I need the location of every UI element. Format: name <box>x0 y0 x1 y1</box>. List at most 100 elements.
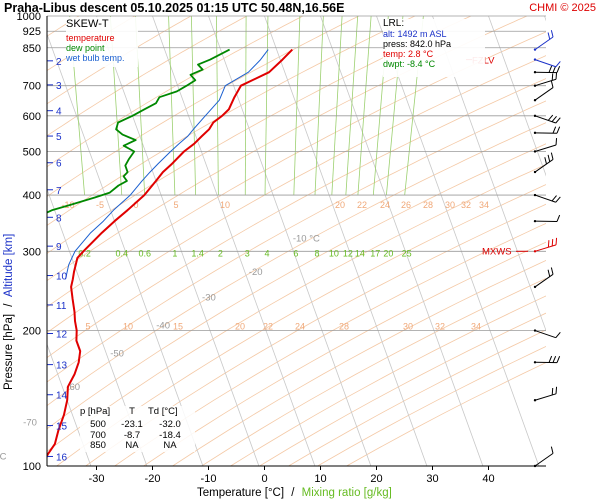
wind-barb <box>533 72 558 87</box>
mixing-ratio-label: 1.4 <box>191 249 204 259</box>
dry-adiabat-line <box>346 362 546 466</box>
mixing-ratio-line <box>168 16 176 196</box>
wind-barb <box>533 214 561 223</box>
table-header-td: Td [°C] <box>148 406 178 417</box>
mixing-ratio-line <box>357 16 372 196</box>
table-row: 850 NA NA <box>80 440 195 452</box>
legend-title: SKEW-T <box>66 18 109 30</box>
pressure-tick-label: 700 <box>23 81 41 93</box>
x-tick-label: -10 <box>201 473 217 485</box>
adiabat-label-mid: 32 <box>461 200 471 210</box>
pressure-tick-label: 100 <box>23 461 41 473</box>
wind-barb <box>533 267 554 289</box>
chart-title: Praha-Libus descent 05.10.2025 01:15 UTC… <box>4 1 344 15</box>
adiabat-label-mid: 0 <box>133 200 138 210</box>
x-tick-label: 40 <box>482 473 494 485</box>
altitude-axis-label: Altitude [km] <box>3 234 15 297</box>
isotherm-line <box>208 16 372 466</box>
isotherm-label: -50 <box>110 348 124 359</box>
isotherm-line <box>432 16 546 332</box>
altitude-tick-label: 9 <box>56 242 62 253</box>
dry-adiabat-line <box>230 295 546 466</box>
mixing-ratio-label: 8 <box>314 249 319 259</box>
wetbulb-profile <box>65 49 269 280</box>
dry-adiabat-line <box>85 203 546 466</box>
mixing-ratio-label: 4 <box>265 249 270 259</box>
mixing-ratio-label: 0.4 <box>116 249 129 259</box>
lrl-info-box: LRL: alt: 1492 m ASL press: 842.0 hPa te… <box>383 19 485 77</box>
wind-barb <box>533 80 554 102</box>
table-body: 500 -23.1 -32.0 700 -8.7 -18.4 850 NA NA <box>80 419 195 452</box>
dry-adiabat-line <box>47 16 304 168</box>
mixing-ratio-line <box>190 16 197 196</box>
isotherm-line <box>47 188 148 466</box>
dry-adiabat-line <box>47 122 546 407</box>
x-tick-label: 20 <box>370 473 382 485</box>
mixing-ratio-line <box>293 16 301 196</box>
table-header-row: p [hPa] T Td [°C] <box>80 406 195 417</box>
table-row: 500 -23.1 -32.0 <box>80 419 195 431</box>
x-tick-label: 30 <box>426 473 438 485</box>
adiabat-label-mid: 30 <box>445 200 455 210</box>
mixing-ratio-axis-label: Mixing ratio [g/kg] <box>302 487 392 499</box>
altitude-tick-label: 7 <box>56 186 62 197</box>
x-tick-label: -20 <box>145 473 161 485</box>
mxws-label: MXWS <box>482 246 512 257</box>
lrl-temperature: temp: 2.8 °C <box>383 49 434 59</box>
altitude-tick-label: 15 <box>56 422 68 433</box>
mixing-ratio-label: 0.6 <box>138 249 151 259</box>
adiabat-label-mid: 22 <box>357 200 367 210</box>
mixing-ratio-line <box>331 16 343 196</box>
lrl-altitude: alt: 1492 m ASL <box>383 29 447 39</box>
adiabat-label-upper: 34 <box>471 322 481 332</box>
isotherm-label: -40 <box>156 321 170 332</box>
isotherm-label: -80 °C <box>0 451 7 462</box>
x-tick-label: -30 <box>89 473 105 485</box>
pressure-tick-label: 500 <box>23 146 41 158</box>
adiabat-label-mid: 5 <box>173 200 178 210</box>
dry-adiabat-line <box>114 222 546 466</box>
adiabat-label-mid: 28 <box>423 200 433 210</box>
dry-adiabat-line <box>47 55 546 334</box>
isotherm-line <box>152 16 316 466</box>
adiabat-label-upper: 22 <box>263 322 273 332</box>
wind-barb <box>533 65 561 74</box>
legend-item-temperature: temperature <box>66 33 115 43</box>
wind-barb <box>533 152 554 174</box>
svg-text:Pressure [hPa] / A: Pressure [hPa] / Altitude [km] <box>3 234 15 390</box>
dry-adiabat-line <box>47 143 546 430</box>
dewpoint-profile <box>47 48 231 214</box>
x-tick-label: 10 <box>314 473 326 485</box>
adiabat-label-upper: 20 <box>235 322 245 332</box>
dry-adiabat-line <box>288 329 546 466</box>
table-cell: NA <box>163 440 177 451</box>
mixing-ratio-label: 6 <box>293 249 298 259</box>
altitude-tick-label: 6 <box>56 159 62 170</box>
mixing-ratio-label: 12 <box>343 249 353 259</box>
mixing-ratio-label: 1 <box>172 249 177 259</box>
lrl-title: LRL: <box>383 18 405 29</box>
table-cell: 700 <box>90 429 106 441</box>
table-cell: -18.4 <box>159 429 181 441</box>
dry-adiabat-line <box>47 100 546 383</box>
isotherm-line <box>47 32 204 466</box>
mixing-ratio-label: 2 <box>218 249 223 259</box>
pressure-tick-label: 300 <box>23 246 41 258</box>
dry-adiabat-line <box>201 278 546 466</box>
copyright-link[interactable]: CHMI © 2025 <box>529 2 596 14</box>
wind-barb <box>533 386 558 402</box>
mixing-ratio-label: 14 <box>355 249 365 259</box>
temperature-axis-label: Temperature [°C] <box>197 487 284 499</box>
isotherm-label: -10 °C <box>293 234 320 245</box>
lrl-pressure: press: 842.0 hPa <box>383 39 452 49</box>
x-axis-label-separator: / <box>291 487 295 499</box>
adiabat-label-upper: 5 <box>85 322 90 332</box>
adiabat-label-mid: 24 <box>380 200 390 210</box>
table-header-p: p [hPa] <box>80 406 111 417</box>
isotherm-line <box>488 16 546 177</box>
dry-adiabat-line <box>47 31 546 308</box>
adiabat-label-upper: 15 <box>173 322 183 332</box>
table-cell: -8.7 <box>123 429 141 441</box>
mixing-ratio-line <box>264 16 269 196</box>
mixing-ratio-line <box>244 16 247 196</box>
